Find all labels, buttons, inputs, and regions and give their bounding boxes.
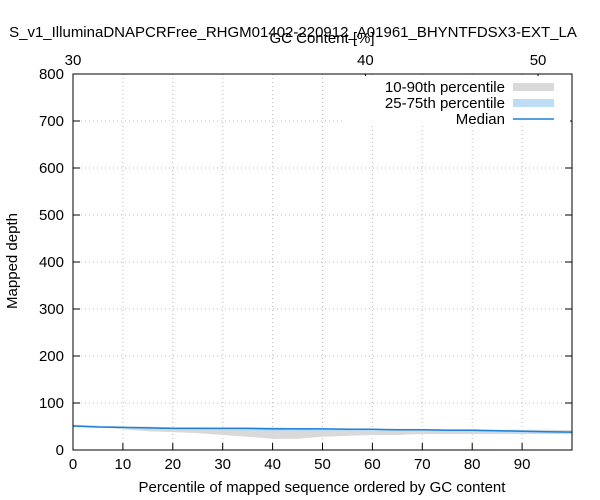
x-tick-label: 60	[364, 456, 381, 473]
y-tick-label: 200	[39, 348, 64, 365]
top-axis-title: GC Content [%]	[269, 30, 374, 47]
legend-label: 25-75th percentile	[385, 95, 505, 112]
y-tick-label: 100	[39, 395, 64, 412]
y-tick-label: 500	[39, 207, 64, 224]
x-tick-label: 90	[514, 456, 531, 473]
x-tick-label: 30	[214, 456, 231, 473]
x-tick-label: 0	[69, 456, 77, 473]
grid-lines	[73, 74, 572, 450]
legend-swatch	[513, 83, 554, 91]
legend-label: 10-90th percentile	[385, 79, 505, 96]
axis-ticks: 0 100 200 300 400 500 600 700 800 0 10 20 30 40 50 60 70…	[39, 52, 572, 473]
chart-title: S_v1_IlluminaDNAPCRFree_RHGM01402-220912…	[9, 24, 577, 41]
x-tick-label: 10	[115, 456, 132, 473]
y-tick-label: 800	[39, 66, 64, 83]
x-tick-label: 80	[464, 456, 481, 473]
x-axis-title: Percentile of mapped sequence ordered by…	[139, 479, 507, 496]
top-x-tick-label: 30	[65, 52, 82, 69]
top-x-tick-label: 40	[357, 52, 374, 69]
legend-label: Median	[456, 111, 505, 128]
y-tick-label: 700	[39, 113, 64, 130]
x-tick-label: 50	[314, 456, 331, 473]
y-axis-title: Mapped depth	[4, 213, 21, 309]
y-tick-label: 300	[39, 301, 64, 318]
top-x-tick-label: 50	[530, 52, 547, 69]
x-tick-label: 40	[264, 456, 281, 473]
x-tick-label: 70	[414, 456, 431, 473]
legend-swatch	[513, 99, 554, 107]
median-line-group	[72, 425, 573, 433]
x-tick-label: 20	[164, 456, 181, 473]
median-line	[72, 425, 573, 433]
y-tick-label: 600	[39, 160, 64, 177]
y-tick-label: 400	[39, 254, 64, 271]
y-tick-label: 0	[56, 442, 64, 459]
